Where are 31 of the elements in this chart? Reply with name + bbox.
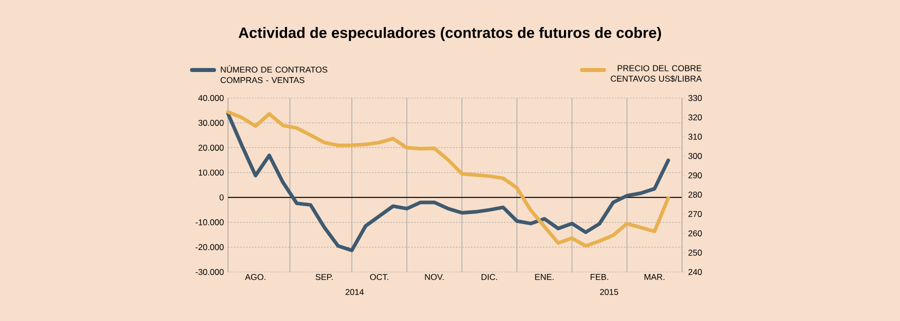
y2-tick-label: 290 <box>688 172 702 178</box>
y-tick-label: 30.000 <box>198 120 224 126</box>
y-tick-label: 0 <box>220 194 224 200</box>
legend-label: NÚMERO DE CONTRATOS COMPRAS - VENTAS <box>220 65 328 84</box>
y-tick-label: 40.000 <box>198 95 224 101</box>
y-tick-label: -10.000 <box>196 219 224 226</box>
text: 2015 <box>600 289 618 296</box>
chart-title: Actividad de especuladores (contratos de futuros de cobre) <box>238 27 661 41</box>
y2-tick-label: 260 <box>688 230 702 236</box>
x-tick-label: ENE. <box>535 274 554 280</box>
legend-label: PRECIO DEL COBRE CENTAVOS US$/LIBRA <box>610 65 702 82</box>
y-tick-label: 20.000 <box>198 144 224 151</box>
y2-tick-label: 270 <box>688 211 702 217</box>
text: 2014 <box>346 289 364 296</box>
y2-tick-label: 300 <box>688 153 702 159</box>
y2-tick-label: 240 <box>688 269 702 275</box>
x-tick-label: DIC. <box>482 274 498 280</box>
y2-tick-label: 330 <box>688 95 702 101</box>
x-tick-label: MAR. <box>644 274 664 280</box>
y-tick-label: -30.000 <box>196 269 224 275</box>
y2-tick-label: 310 <box>688 134 702 140</box>
x-tick-label: AGO. <box>244 274 266 280</box>
y-tick-label: -20.000 <box>196 244 224 250</box>
x-tick-label: NOV. <box>425 274 444 280</box>
x-tick-label: FEB. <box>590 274 608 280</box>
y2-tick-label: 320 <box>688 114 702 120</box>
x-tick-label: SEP. <box>316 274 333 280</box>
y2-tick-label: 250 <box>688 250 702 256</box>
y2-tick-label: 280 <box>688 192 702 198</box>
x-tick-label: OCT. <box>370 274 388 280</box>
y-tick-label: 10.000 <box>198 170 224 176</box>
